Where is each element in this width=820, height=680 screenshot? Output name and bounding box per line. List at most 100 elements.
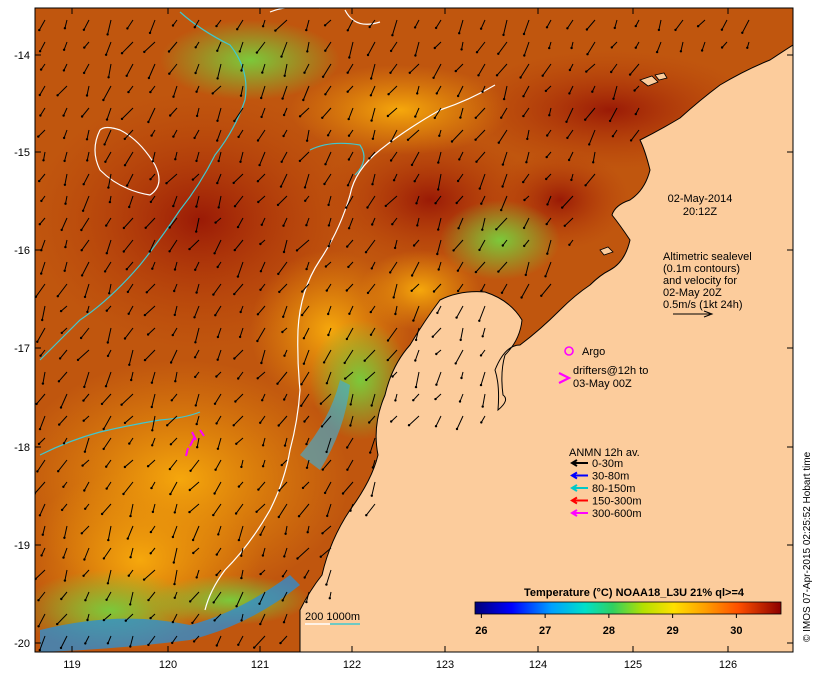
velocity-arrowhead	[188, 510, 191, 514]
velocity-arrowhead	[39, 114, 42, 117]
velocity-arrowhead	[193, 316, 196, 319]
velocity-arrow	[408, 415, 420, 426]
velocity-arrowhead	[321, 75, 325, 79]
velocity-arrowhead	[171, 535, 175, 539]
velocity-arrow	[412, 305, 420, 321]
velocity-arrow	[346, 239, 354, 247]
velocity-arrowhead	[412, 319, 415, 322]
velocity-arrowhead	[41, 533, 44, 536]
velocity-arrow	[105, 41, 112, 55]
velocity-arrow	[523, 19, 530, 35]
velocity-arrow	[277, 261, 288, 275]
velocity-arrowhead	[544, 89, 548, 93]
velocity-arrow	[498, 261, 508, 272]
velocity-arrowhead	[261, 444, 265, 447]
velocity-arrow	[476, 41, 486, 53]
velocity-arrowhead	[349, 424, 352, 427]
velocity-arrow	[39, 503, 46, 516]
velocity-arrowhead	[548, 114, 551, 117]
velocity-arrowhead	[546, 203, 549, 206]
velocity-arrow	[347, 19, 354, 31]
velocity-arrowhead	[300, 313, 304, 317]
velocity-arrowhead	[369, 333, 373, 336]
drifter-tracks	[185, 429, 205, 457]
velocity-arrowhead	[302, 362, 306, 365]
velocity-arrow	[107, 327, 112, 343]
velocity-arrow	[39, 415, 46, 430]
velocity-arrowhead	[371, 223, 374, 226]
velocity-arrowhead	[436, 252, 439, 256]
velocity-arrow	[480, 19, 486, 29]
velocity-arrow	[217, 63, 222, 79]
velocity-arrow	[83, 569, 90, 577]
velocity-arrowhead	[259, 421, 262, 424]
velocity-arrowhead	[38, 179, 41, 183]
velocity-arrowhead	[436, 311, 439, 315]
velocity-arrowhead	[634, 112, 637, 116]
velocity-arrowhead	[105, 118, 109, 121]
velocity-arrowhead	[256, 180, 260, 183]
velocity-arrowhead	[255, 51, 259, 54]
velocity-arrow	[60, 635, 68, 649]
velocity-arrowhead	[300, 404, 303, 407]
velocity-arrowhead	[306, 531, 309, 534]
velocity-arrow	[385, 195, 398, 207]
velocity-arrow	[372, 173, 376, 185]
velocity-arrowhead	[240, 554, 243, 557]
velocity-arrow	[283, 217, 288, 226]
velocity-arrow	[525, 151, 530, 163]
velocity-arrowhead	[212, 601, 215, 604]
velocity-arrowhead	[455, 427, 459, 431]
velocity-arrow	[278, 283, 288, 293]
velocity-arrowhead	[259, 288, 262, 291]
velocity-arrow	[212, 503, 222, 516]
velocity-arrow	[189, 481, 200, 491]
velocity-arrow	[369, 151, 376, 159]
velocity-arrowhead	[545, 177, 548, 181]
velocity-arrow	[451, 129, 464, 142]
velocity-arrow	[172, 613, 178, 623]
velocity-arrow	[194, 349, 200, 358]
velocity-arrowhead	[523, 198, 526, 202]
velocity-arrowhead	[432, 76, 435, 80]
velocity-arrowhead	[387, 93, 390, 96]
lat-tick-label: -18	[14, 442, 30, 454]
velocity-arrowhead	[38, 28, 41, 32]
velocity-arrowhead	[348, 312, 351, 315]
velocity-arrow	[548, 107, 552, 116]
velocity-arrow	[436, 305, 442, 314]
velocity-arrowhead	[414, 338, 418, 342]
velocity-arrow	[306, 261, 310, 270]
velocity-arrowhead	[327, 245, 330, 248]
velocity-arrowhead	[369, 451, 372, 454]
velocity-arrowhead	[460, 376, 463, 380]
velocity-arrowhead	[260, 361, 263, 365]
velocity-arrow	[124, 327, 134, 339]
velocity-arrowhead	[172, 95, 175, 98]
velocity-arrowhead	[128, 205, 131, 209]
velocity-arrow	[125, 613, 134, 622]
velocity-arrowhead	[306, 50, 309, 53]
velocity-arrowhead	[346, 446, 349, 449]
velocity-arrow	[195, 195, 200, 207]
velocity-arrow	[82, 195, 90, 211]
velocity-arrow	[147, 459, 156, 467]
velocity-arrowhead	[234, 400, 237, 403]
velocity-arrowhead	[303, 71, 306, 74]
velocity-arrowhead	[126, 537, 129, 540]
velocity-arrow	[257, 173, 266, 182]
velocity-arrow	[171, 393, 178, 401]
velocity-arrow	[587, 41, 596, 55]
velocity-arrowhead	[106, 341, 110, 344]
velocity-arrow	[57, 283, 68, 297]
cold-patch	[150, 575, 310, 625]
velocity-arrowhead	[610, 46, 613, 49]
velocity-arrow	[128, 305, 134, 315]
velocity-arrowhead	[237, 135, 240, 139]
colorbar-tick-label: 30	[730, 625, 742, 637]
velocity-arrowhead	[194, 375, 197, 379]
velocity-arrowhead	[394, 312, 397, 316]
velocity-arrow	[546, 239, 552, 254]
velocity-arrowhead	[365, 514, 368, 517]
velocity-arrowhead	[233, 292, 236, 296]
